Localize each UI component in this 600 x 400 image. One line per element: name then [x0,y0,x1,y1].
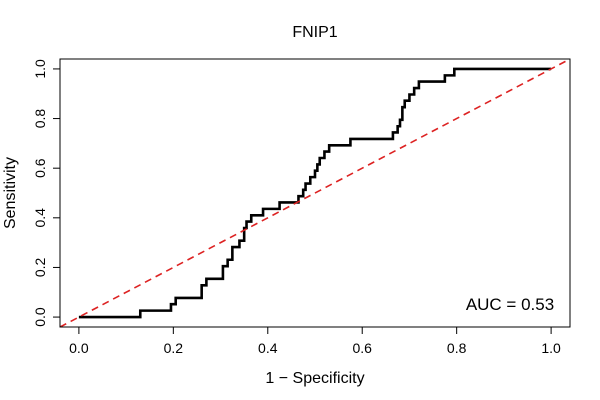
x-tick-label: 0.4 [258,340,278,356]
y-tick-label: 1.0 [32,59,48,79]
y-tick-label: 0.0 [32,307,48,327]
reference-diagonal-line [60,59,570,327]
x-tick-label: 0.8 [447,340,467,356]
x-tick-label: 1.0 [541,340,561,356]
y-axis-label: Sensitivity [2,157,19,229]
chart-title: FNIP1 [292,24,337,41]
roc-curve-line [78,67,552,319]
x-tick-label: 0.0 [69,340,89,356]
y-tick-label: 0.4 [32,208,48,228]
x-tick-label: 0.2 [164,340,184,356]
auc-annotation: AUC = 0.53 [466,295,554,314]
x-axis-label: 1 − Specificity [265,370,364,387]
y-tick-label: 0.2 [32,258,48,278]
x-tick-label: 0.6 [352,340,372,356]
plot-frame [59,58,571,328]
y-tick-label: 0.6 [32,158,48,178]
y-tick-label: 0.8 [32,109,48,129]
